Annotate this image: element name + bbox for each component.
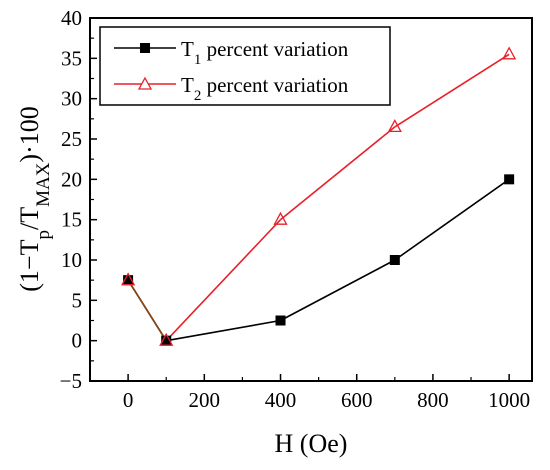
x-tick-label: 400 — [265, 388, 297, 412]
legend-box — [99, 26, 391, 106]
legend-item-t2: T2 percent variation — [114, 73, 349, 104]
series-t2-marker — [273, 211, 288, 225]
legend-marker-t1 — [140, 43, 150, 53]
y-tick-label: −5 — [60, 369, 82, 393]
series-t1-segment — [166, 319, 281, 342]
legend-marker-t2 — [137, 76, 153, 90]
legend-label-t2: T2 percent variation — [181, 73, 349, 104]
x-tick-label: 600 — [341, 388, 373, 412]
series-t1-marker — [389, 255, 400, 265]
x-axis-title: H (Oe) — [275, 429, 348, 458]
y-tick-label: 5 — [72, 288, 83, 312]
series-t2-marker — [387, 119, 402, 133]
series-t1-segment — [280, 259, 396, 322]
x-axis-ticks: 0 200 400 600 800 1000 — [123, 374, 530, 412]
legend-item-t1: T1 percent variation — [114, 37, 349, 68]
series-t2-marker — [502, 46, 517, 60]
legend-label-t1: T1 percent variation — [181, 37, 349, 68]
y-axis-ticks: −5 0 5 10 15 20 25 30 35 40 — [60, 6, 97, 393]
y-axis-title: (1−Tp/TMAX)·100 — [15, 106, 54, 291]
x-tick-label: 200 — [189, 388, 221, 412]
series-t1-marker — [161, 335, 172, 346]
y-tick-label: 15 — [61, 208, 82, 232]
x-tick-label: 800 — [417, 388, 449, 412]
series-t1-marker — [123, 275, 134, 286]
y-tick-label: 40 — [61, 6, 82, 30]
series-t2-marker — [121, 272, 136, 286]
x-tick-label: 1000 — [488, 388, 530, 412]
y-tick-label: 10 — [61, 248, 82, 272]
x-tick-label: 0 — [123, 388, 134, 412]
series-t2-segment — [280, 126, 396, 221]
series-t1-marker — [504, 174, 515, 185]
y-tick-label: 0 — [72, 329, 83, 353]
series-layer — [121, 46, 517, 346]
y-tick-label: 20 — [61, 167, 82, 191]
y-tick-label: 30 — [61, 87, 82, 111]
series-t2-segment — [394, 53, 510, 128]
y-tick-label: 35 — [61, 46, 82, 70]
series-t2-marker — [159, 332, 174, 346]
series-t2-segment — [165, 219, 282, 342]
series-t1-segment — [394, 178, 510, 261]
y-tick-label: 25 — [61, 127, 82, 151]
series-t2-segment — [127, 279, 167, 342]
legend: T1 percent variation T2 percent variatio… — [99, 26, 391, 106]
series-t1-marker — [275, 315, 286, 326]
